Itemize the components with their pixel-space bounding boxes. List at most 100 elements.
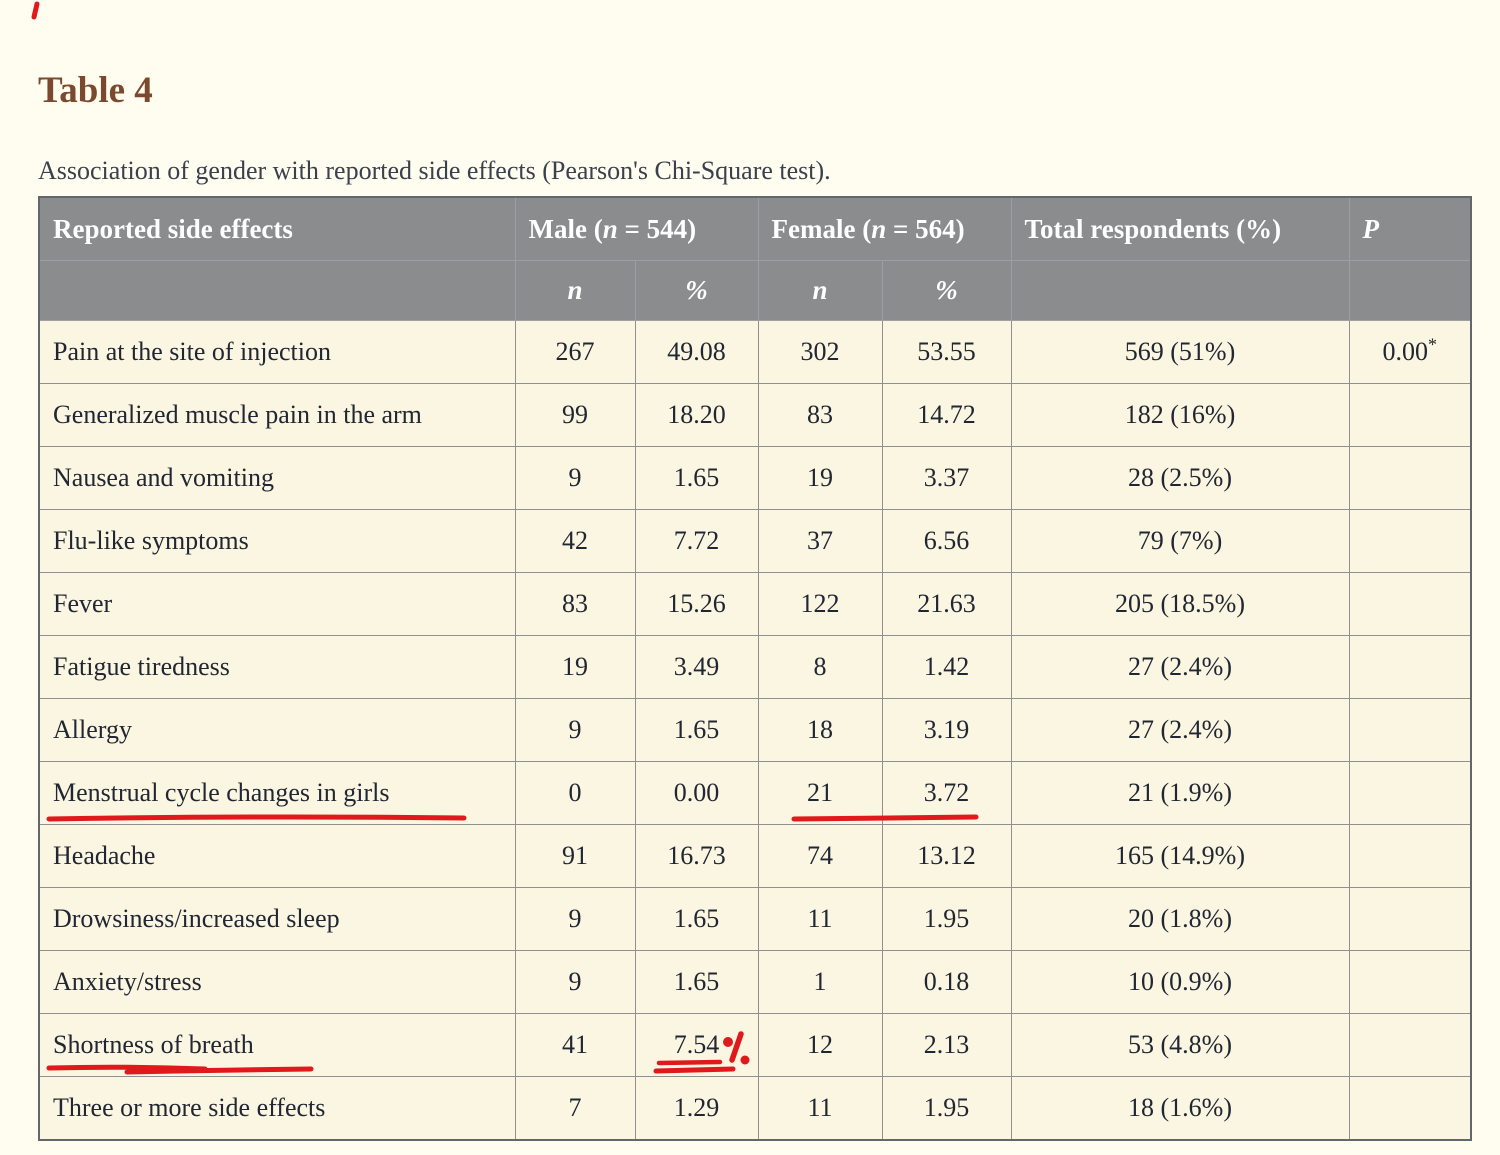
header-row-subcolumns: n % n %	[38, 260, 1472, 321]
header-row-groups: Reported side effects Male (n = 544) Fem…	[38, 196, 1472, 261]
cell-female-n: 1	[757, 950, 883, 1014]
cell-female-n: 12	[757, 1013, 883, 1077]
header-female: Female (n = 564)	[757, 196, 1012, 261]
page-title: Table 4	[38, 69, 153, 111]
cell-male-pct: 1.65	[634, 887, 759, 951]
cell-male-n: 19	[514, 635, 636, 699]
table-row: Fatigue tiredness 19 3.49 8 1.42 27 (2.4…	[38, 635, 1472, 699]
red-corner-tick	[31, 1, 40, 20]
cell-male-pct: 15.26	[634, 572, 759, 636]
row-label: Generalized muscle pain in the arm	[38, 383, 516, 447]
row-label: Pain at the site of injection	[38, 320, 516, 384]
cell-p-value	[1348, 1076, 1472, 1141]
header-female-pct: %	[881, 260, 1012, 321]
row-label: Shortness of breath	[38, 1013, 516, 1077]
cell-male-pct: 1.65	[634, 950, 759, 1014]
cell-male-pct: 7.54	[634, 1013, 759, 1077]
table-row: Headache 91 16.73 74 13.12 165 (14.9%)	[38, 824, 1472, 888]
header-empty-label	[38, 260, 516, 321]
cell-female-n: 18	[757, 698, 883, 762]
cell-male-n: 9	[514, 950, 636, 1014]
cell-male-pct: 3.49	[634, 635, 759, 699]
cell-male-n: 91	[514, 824, 636, 888]
cell-female-pct: 3.37	[881, 446, 1012, 510]
cell-total: 53 (4.8%)	[1010, 1013, 1350, 1077]
cell-male-n: 9	[514, 698, 636, 762]
cell-female-n: 19	[757, 446, 883, 510]
header-p-value: P	[1348, 196, 1472, 261]
cell-total: 20 (1.8%)	[1010, 887, 1350, 951]
cell-female-pct: 1.95	[881, 1076, 1012, 1141]
cell-male-n: 0	[514, 761, 636, 825]
cell-p-value	[1348, 1013, 1472, 1077]
cell-male-n: 41	[514, 1013, 636, 1077]
table-body: Pain at the site of injection 267 49.08 …	[38, 320, 1472, 1141]
table-row-annotated-menstrual: Menstrual cycle changes in girls 0 0.00 …	[38, 761, 1472, 825]
cell-p-value	[1348, 446, 1472, 510]
cell-p-value	[1348, 887, 1472, 951]
table-row: Nausea and vomiting 9 1.65 19 3.37 28 (2…	[38, 446, 1472, 510]
cell-female-pct: 14.72	[881, 383, 1012, 447]
cell-female-pct: 1.42	[881, 635, 1012, 699]
row-label: Menstrual cycle changes in girls	[38, 761, 516, 825]
header-reported-side-effects: Reported side effects	[38, 196, 516, 261]
table-row-annotated-shortness: Shortness of breath 41 7.54 12 2.13 53 (…	[38, 1013, 1472, 1077]
cell-male-n: 99	[514, 383, 636, 447]
row-label: Anxiety/stress	[38, 950, 516, 1014]
cell-p-value	[1348, 950, 1472, 1014]
cell-female-pct: 21.63	[881, 572, 1012, 636]
header-total-respondents: Total respondents (%)	[1010, 196, 1350, 261]
cell-male-pct: 0.00	[634, 761, 759, 825]
row-label: Drowsiness/increased sleep	[38, 887, 516, 951]
cell-total: 21 (1.9%)	[1010, 761, 1350, 825]
header-male-n: n	[514, 260, 636, 321]
cell-male-pct: 1.29	[634, 1076, 759, 1141]
cell-male-n: 42	[514, 509, 636, 573]
row-label: Headache	[38, 824, 516, 888]
cell-male-pct: 7.72	[634, 509, 759, 573]
cell-female-pct: 13.12	[881, 824, 1012, 888]
table-row: Flu-like symptoms 42 7.72 37 6.56 79 (7%…	[38, 509, 1472, 573]
header-male: Male (n = 544)	[514, 196, 759, 261]
cell-male-pct: 16.73	[634, 824, 759, 888]
cell-female-n: 21	[757, 761, 883, 825]
cell-total: 569 (51%)	[1010, 320, 1350, 384]
table-header: Reported side effects Male (n = 544) Fem…	[38, 196, 1472, 321]
cell-total: 27 (2.4%)	[1010, 698, 1350, 762]
header-female-n: n	[757, 260, 883, 321]
cell-female-pct: 0.18	[881, 950, 1012, 1014]
cell-female-n: 83	[757, 383, 883, 447]
cell-p-value	[1348, 572, 1472, 636]
p-asterisk: *	[1428, 334, 1438, 355]
cell-female-pct: 3.19	[881, 698, 1012, 762]
cell-female-pct: 1.95	[881, 887, 1012, 951]
cell-total: 10 (0.9%)	[1010, 950, 1350, 1014]
cell-total: 165 (14.9%)	[1010, 824, 1350, 888]
cell-female-pct: 3.72	[881, 761, 1012, 825]
cell-male-pct: 1.65	[634, 698, 759, 762]
cell-female-n: 11	[757, 887, 883, 951]
cell-female-n: 74	[757, 824, 883, 888]
cell-female-pct: 6.56	[881, 509, 1012, 573]
cell-male-pct: 18.20	[634, 383, 759, 447]
cell-total: 79 (7%)	[1010, 509, 1350, 573]
row-label: Nausea and vomiting	[38, 446, 516, 510]
table-row: Drowsiness/increased sleep 9 1.65 11 1.9…	[38, 887, 1472, 951]
cell-p-value	[1348, 509, 1472, 573]
cell-male-n: 7	[514, 1076, 636, 1141]
cell-female-n: 11	[757, 1076, 883, 1141]
row-label: Allergy	[38, 698, 516, 762]
row-label: Fatigue tiredness	[38, 635, 516, 699]
row-label: Three or more side effects	[38, 1076, 516, 1141]
cell-female-n: 122	[757, 572, 883, 636]
cell-male-n: 9	[514, 887, 636, 951]
cell-p-value	[1348, 635, 1472, 699]
cell-male-n: 267	[514, 320, 636, 384]
table-row: Generalized muscle pain in the arm 99 18…	[38, 383, 1472, 447]
cell-p-value	[1348, 824, 1472, 888]
cell-p-value	[1348, 383, 1472, 447]
cell-total: 28 (2.5%)	[1010, 446, 1350, 510]
cell-total: 182 (16%)	[1010, 383, 1350, 447]
cell-male-n: 83	[514, 572, 636, 636]
